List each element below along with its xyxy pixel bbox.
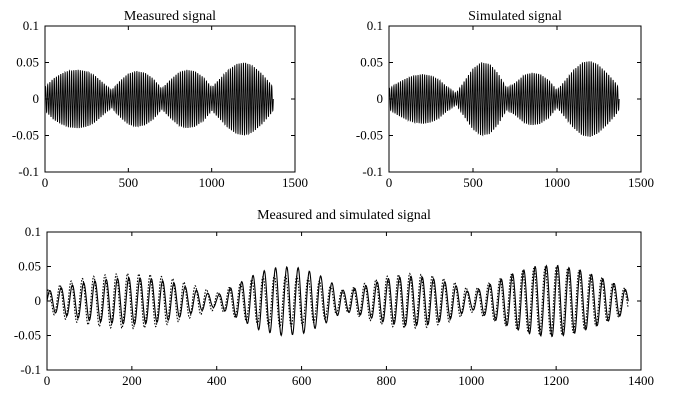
combined-x-tick-label: 600 (292, 373, 312, 388)
measured-y-tick-label: -0.1 (18, 164, 39, 179)
combined-x-tick-label: 1400 (628, 373, 654, 388)
measured-x-tick-label: 0 (42, 175, 49, 190)
measured-chart-title: Measured signal (124, 9, 216, 24)
measured-y-tick-label: 0.05 (16, 55, 39, 70)
combined-signal-line-solid (46, 264, 629, 338)
simulated-y-tick-label: 0.05 (360, 55, 383, 70)
measured-y-tick-label: -0.05 (12, 128, 39, 143)
simulated-y-tick-label: -0.1 (362, 164, 383, 179)
combined-x-tick-label: 200 (122, 373, 142, 388)
combined-signal-line-dotted (46, 265, 629, 336)
combined-y-tick-label: -0.1 (20, 362, 41, 377)
measured-y-tick-label: 0.1 (23, 18, 39, 33)
combined-x-tick-label: 1200 (543, 373, 569, 388)
simulated-signal-line-solid (388, 61, 620, 137)
combined-y-tick-label: 0.05 (18, 259, 41, 274)
measured-x-tick-label: 1500 (282, 175, 308, 190)
combined-x-tick-label: 1000 (458, 373, 484, 388)
combined-x-tick-label: 400 (207, 373, 227, 388)
combined-plot-frame (46, 231, 642, 371)
simulated-x-tick-label: 500 (463, 175, 483, 190)
simulated-x-tick-label: 1500 (628, 175, 654, 190)
measured-and-simulated-signal-chart: Measured and simulated signal 0 200 400 600 8… (14, 208, 654, 388)
combined-chart-title: Measured and simulated signal (257, 208, 431, 223)
simulated-signal-chart: Simulated signal 0 500 1000 1500 -0.1 -0.05 0 0.… (356, 9, 654, 190)
combined-y-tick-label: 0.1 (25, 224, 41, 239)
simulated-y-tick-label: 0.1 (367, 18, 383, 33)
simulated-chart-title: Simulated signal (468, 9, 562, 24)
measured-y-tick-label: 0 (33, 91, 40, 106)
measured-x-tick-label: 500 (119, 175, 139, 190)
combined-x-tick-label: 800 (377, 373, 397, 388)
combined-y-tick-label: 0 (35, 293, 42, 308)
measured-x-tick-label: 1000 (199, 175, 225, 190)
simulated-y-tick-label: 0 (377, 91, 384, 106)
simulated-x-tick-label: 1000 (544, 175, 570, 190)
measured-signal-line-solid (44, 62, 274, 136)
simulated-x-tick-label: 0 (386, 175, 393, 190)
combined-y-tick-label: -0.05 (14, 328, 41, 343)
combined-x-tick-label: 0 (44, 373, 51, 388)
measured-signal-chart: Measured signal 0 500 1000 1500 -0.1 -0.05 0 0.0… (12, 9, 308, 190)
simulated-y-tick-label: -0.05 (356, 128, 383, 143)
